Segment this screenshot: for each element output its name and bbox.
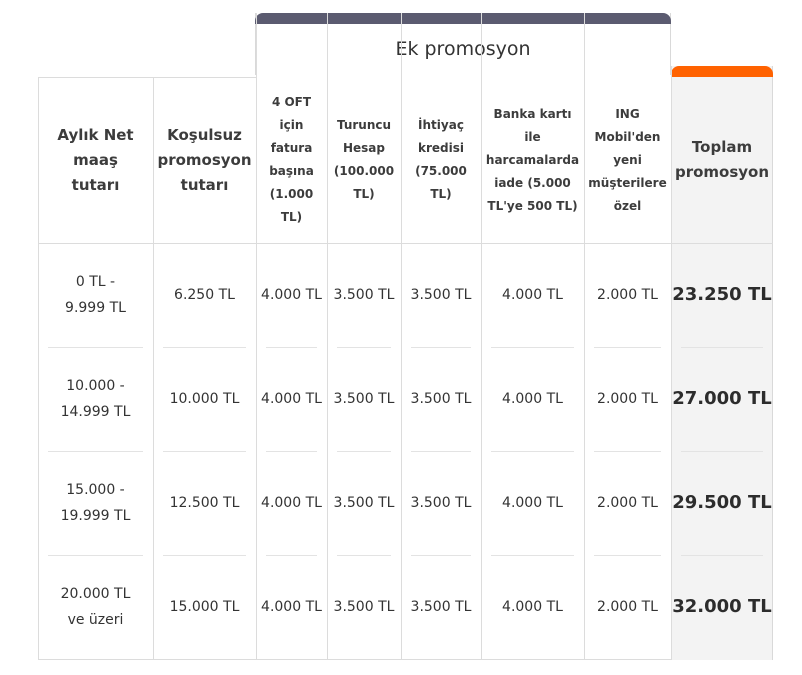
table-cell: 15.000 TL [169, 599, 240, 615]
ek-promosyon-title: Ek promosyon [395, 38, 531, 60]
table-cell: 3.500 TL [410, 391, 472, 407]
column-divider [153, 77, 154, 660]
table-cell: 4.000 TL [261, 391, 322, 407]
row-separator [163, 555, 246, 556]
salary-range-cell: 20.000 TL ve üzeri [60, 586, 131, 628]
table-cell: 3.500 TL [410, 287, 472, 303]
table-cell: 3.500 TL [333, 391, 395, 407]
table-cell: 12.500 TL [169, 495, 240, 511]
row-separator [266, 451, 317, 452]
column-header: Toplam promosyon [674, 138, 770, 181]
row-separator [594, 451, 661, 452]
table-cell: 2.000 TL [597, 287, 658, 303]
row-separator [337, 451, 391, 452]
table-cell: 6.250 TL [174, 287, 235, 303]
column-header: Koşulsuz promosyon tutarı [157, 125, 252, 194]
column-header: Turuncu Hesap (100.000 TL) [333, 118, 395, 201]
column-header: 4 OFT için fatura başına (1.000 TL) [269, 95, 314, 224]
table-cell: 10.000 TL [169, 391, 240, 407]
table-cell: 4.000 TL [261, 287, 322, 303]
salary-range-cell: 0 TL - 9.999 TL [65, 274, 126, 316]
column-divider [38, 77, 39, 660]
row-separator [594, 347, 661, 348]
table-cell: 4.000 TL [502, 287, 563, 303]
table-cell: 3.500 TL [410, 495, 472, 511]
table-cell: 4.000 TL [502, 391, 563, 407]
table-cell: 3.500 TL [333, 495, 395, 511]
row-separator [491, 555, 574, 556]
table-cell: 3.500 TL [410, 599, 472, 615]
table-cell: 2.000 TL [597, 495, 658, 511]
total-promotion-cell: 23.250 TL [672, 284, 772, 305]
column-divider [671, 66, 672, 660]
row-separator [48, 347, 143, 348]
total-promotion-cell: 27.000 TL [672, 388, 772, 409]
salary-range-cell: 10.000 - 14.999 TL [60, 378, 131, 420]
row-separator [411, 555, 471, 556]
row-separator [491, 451, 574, 452]
column-header: ING Mobil'den yeni müşterilere özel [588, 106, 667, 213]
row-separator [681, 347, 763, 348]
salary-range-cell: 15.000 - 19.999 TL [60, 482, 131, 524]
ek-promosyon-bar [255, 13, 671, 24]
total-promotion-cell: 29.500 TL [672, 492, 772, 513]
column-divider [401, 13, 402, 660]
row-separator [681, 451, 763, 452]
header-bottom-border [38, 243, 773, 244]
table-cell: 4.000 TL [261, 599, 322, 615]
row-separator [337, 555, 391, 556]
table-cell: 3.500 TL [333, 287, 395, 303]
table-cell: 4.000 TL [502, 599, 563, 615]
total-column-bar [671, 66, 773, 77]
column-header: İhtiyaç kredisi (75.000 TL) [415, 118, 467, 201]
row-separator [411, 347, 471, 348]
row-separator [163, 347, 246, 348]
column-divider [584, 13, 585, 660]
table-cell: 4.000 TL [502, 495, 563, 511]
row-separator [48, 451, 143, 452]
total-promotion-cell: 32.000 TL [672, 596, 772, 617]
column-divider [327, 13, 328, 660]
row-separator [594, 555, 661, 556]
table-cell: 4.000 TL [261, 495, 322, 511]
total-column-background [671, 66, 773, 660]
table-cell: 2.000 TL [597, 391, 658, 407]
row-separator [163, 451, 246, 452]
table-cell: 2.000 TL [597, 599, 658, 615]
column-divider [481, 13, 482, 660]
row-separator [681, 555, 763, 556]
row-separator [48, 555, 143, 556]
table-cell: 3.500 TL [333, 599, 395, 615]
column-header: Banka kartı ile harcamalarda iade (5.000… [485, 106, 580, 213]
row-separator [266, 347, 317, 348]
table-top-border [38, 77, 256, 78]
row-separator [337, 347, 391, 348]
row-separator [266, 555, 317, 556]
column-divider [256, 13, 257, 660]
table-bottom-border [38, 659, 671, 660]
row-separator [411, 451, 471, 452]
row-separator [491, 347, 574, 348]
column-header: Aylık Net maaş tutarı [57, 125, 134, 194]
